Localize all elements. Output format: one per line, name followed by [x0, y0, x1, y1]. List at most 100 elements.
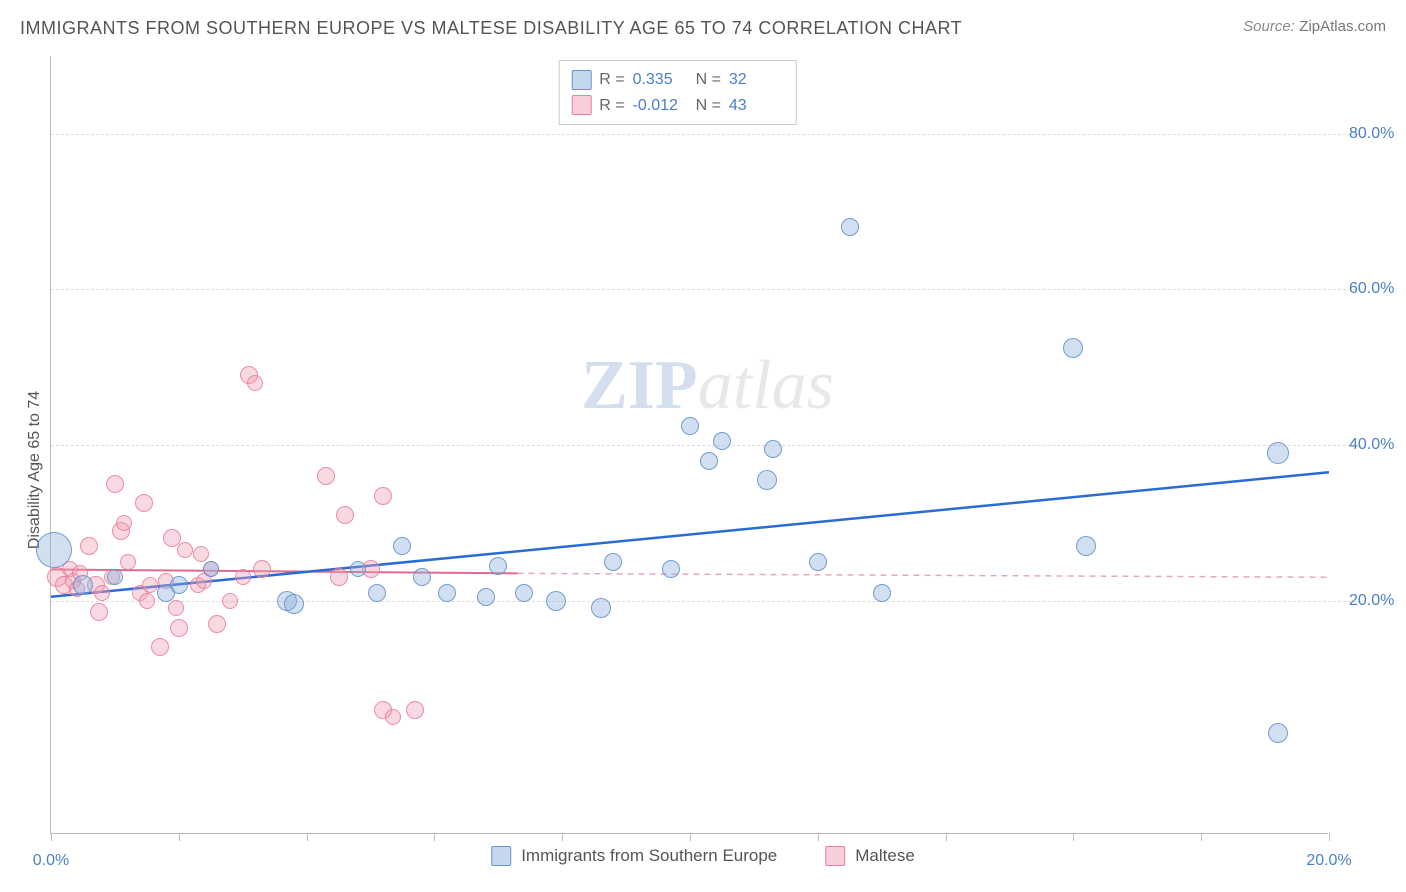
data-point-blue: [368, 584, 386, 602]
data-point-pink: [142, 577, 158, 593]
r-label: R =: [599, 67, 624, 93]
data-point-pink: [208, 615, 226, 633]
n-label: N =: [696, 67, 721, 93]
data-point-pink: [336, 506, 354, 524]
plot-area: ZIPatlas R = 0.335 N = 32 R = -0.012 N =…: [50, 56, 1328, 834]
y-tick-label: 40.0%: [1349, 436, 1394, 454]
data-point-blue: [477, 588, 495, 606]
data-point-pink: [374, 487, 392, 505]
data-point-pink: [135, 494, 153, 512]
data-point-blue: [546, 591, 566, 611]
plot-container: ZIPatlas R = 0.335 N = 32 R = -0.012 N =…: [50, 56, 1390, 834]
data-point-pink: [177, 542, 193, 558]
data-point-pink: [253, 560, 271, 578]
x-tick-label: 20.0%: [1306, 852, 1351, 870]
grid-line: [51, 289, 1361, 290]
data-point-pink: [120, 554, 136, 570]
y-tick-label: 20.0%: [1349, 592, 1394, 610]
data-point-blue: [413, 568, 431, 586]
source-label: Source:: [1243, 18, 1295, 35]
n-label: N =: [696, 93, 721, 119]
data-point-blue: [1063, 338, 1083, 358]
data-point-pink: [222, 593, 238, 609]
n-value-pink: 43: [729, 93, 784, 119]
y-tick-label: 60.0%: [1349, 280, 1394, 298]
source: Source: ZipAtlas.com: [1243, 18, 1386, 36]
data-point-blue: [36, 532, 72, 568]
data-point-pink: [151, 638, 169, 656]
watermark: ZIPatlas: [581, 346, 834, 426]
data-point-pink: [317, 467, 335, 485]
grid-line: [51, 601, 1361, 602]
data-point-blue: [713, 432, 731, 450]
y-axis-title: Disability Age 65 to 74: [26, 391, 44, 549]
legend-label-blue: Immigrants from Southern Europe: [521, 846, 777, 866]
n-value-blue: 32: [729, 67, 784, 93]
x-tick: [1201, 833, 1202, 841]
x-tick: [51, 833, 52, 841]
legend-label-pink: Maltese: [855, 846, 915, 866]
x-tick: [179, 833, 180, 841]
x-tick: [434, 833, 435, 841]
x-tick: [946, 833, 947, 841]
data-point-blue: [1076, 536, 1096, 556]
data-point-blue: [757, 470, 777, 490]
r-value-blue: 0.335: [633, 67, 688, 93]
data-point-pink: [385, 709, 401, 725]
data-point-blue: [662, 560, 680, 578]
data-point-blue: [873, 584, 891, 602]
x-tick: [818, 833, 819, 841]
r-value-pink: -0.012: [633, 93, 688, 119]
data-point-blue: [393, 537, 411, 555]
data-point-blue: [489, 557, 507, 575]
data-point-blue: [604, 553, 622, 571]
watermark-atlas: atlas: [698, 347, 834, 424]
x-tick: [562, 833, 563, 841]
series-legend: Immigrants from Southern Europe Maltese: [491, 846, 915, 866]
legend-row-blue: R = 0.335 N = 32: [571, 67, 784, 93]
data-point-blue: [1267, 442, 1289, 464]
r-label: R =: [599, 93, 624, 119]
correlation-legend: R = 0.335 N = 32 R = -0.012 N = 43: [558, 60, 797, 125]
data-point-pink: [116, 515, 132, 531]
grid-line: [51, 134, 1361, 135]
x-tick-label: 0.0%: [33, 852, 69, 870]
x-tick: [307, 833, 308, 841]
data-point-blue: [681, 417, 699, 435]
data-point-blue: [841, 218, 859, 236]
data-point-pink: [94, 585, 110, 601]
data-point-pink: [330, 568, 348, 586]
legend-row-pink: R = -0.012 N = 43: [571, 93, 784, 119]
y-tick-label: 80.0%: [1349, 125, 1394, 143]
data-point-pink: [106, 475, 124, 493]
legend-swatch-blue: [491, 846, 511, 866]
x-tick: [1329, 833, 1330, 841]
grid-line: [51, 445, 1361, 446]
data-point-blue: [809, 553, 827, 571]
legend-swatch-pink: [825, 846, 845, 866]
data-point-pink: [193, 546, 209, 562]
legend-swatch-blue: [571, 70, 591, 90]
data-point-blue: [1268, 723, 1288, 743]
data-point-pink: [168, 600, 184, 616]
x-tick: [1073, 833, 1074, 841]
chart-title: IMMIGRANTS FROM SOUTHERN EUROPE VS MALTE…: [20, 18, 962, 39]
data-point-pink: [406, 701, 424, 719]
data-point-blue: [700, 452, 718, 470]
data-point-pink: [247, 375, 263, 391]
data-point-blue: [515, 584, 533, 602]
data-point-blue: [591, 598, 611, 618]
watermark-zip: ZIP: [581, 347, 698, 424]
data-point-pink: [170, 619, 188, 637]
data-point-blue: [170, 576, 188, 594]
data-point-pink: [90, 603, 108, 621]
data-point-blue: [107, 569, 123, 585]
source-value: ZipAtlas.com: [1299, 18, 1386, 35]
data-point-blue: [73, 575, 93, 595]
data-point-blue: [438, 584, 456, 602]
data-point-pink: [139, 593, 155, 609]
data-point-blue: [764, 440, 782, 458]
data-point-blue: [350, 561, 366, 577]
data-point-pink: [80, 537, 98, 555]
x-tick: [690, 833, 691, 841]
